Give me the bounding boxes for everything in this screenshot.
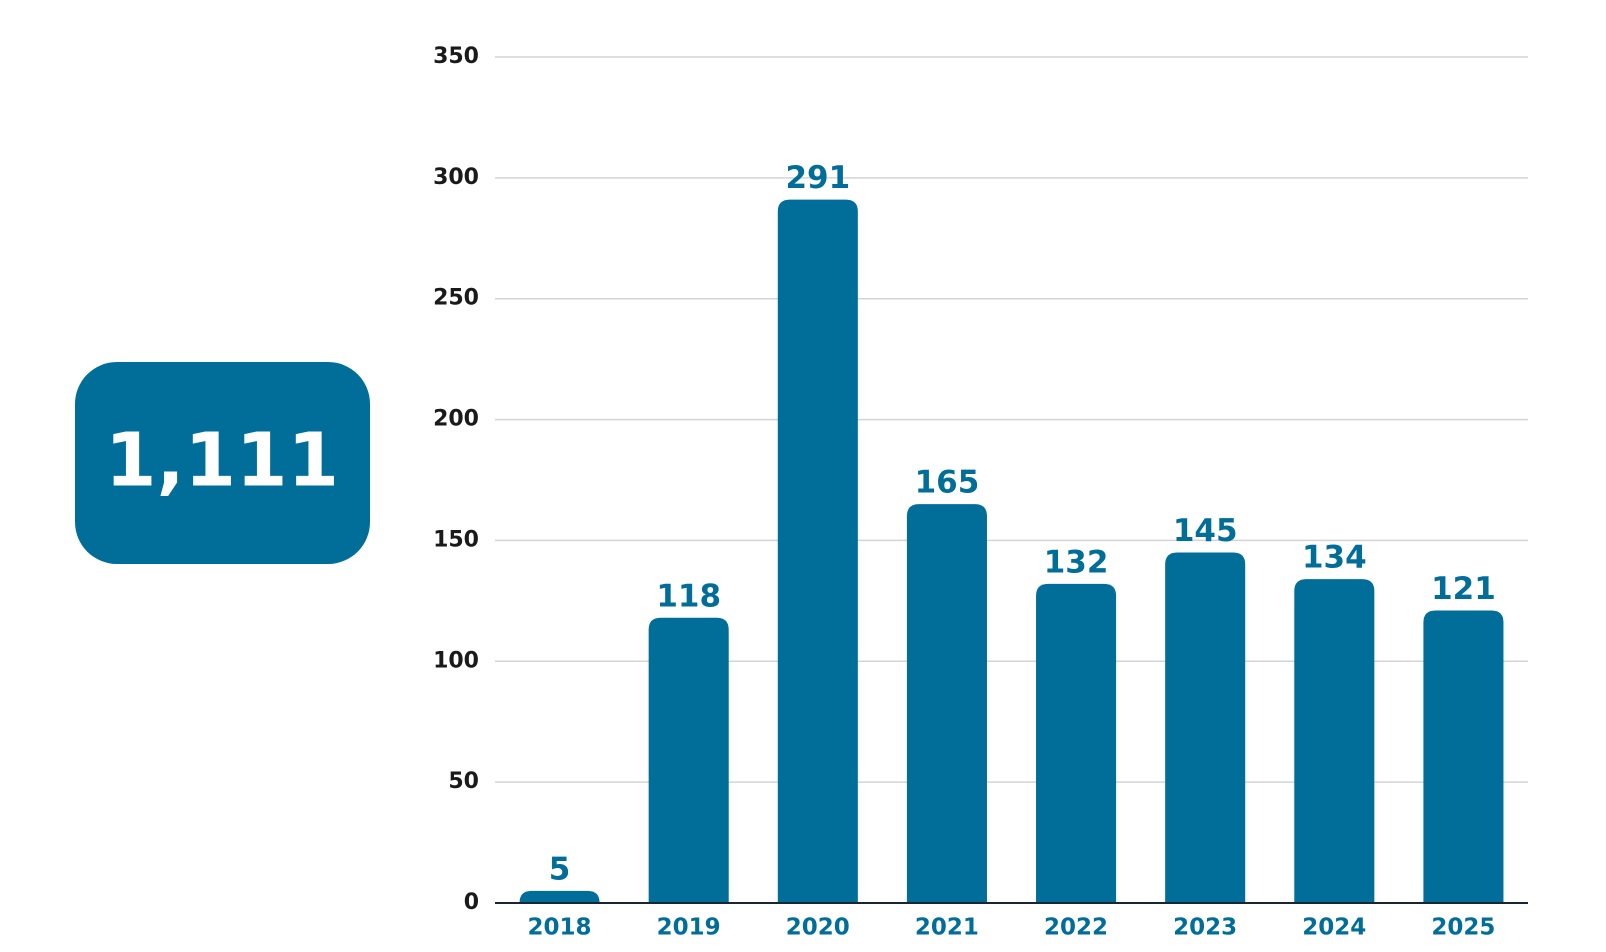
total-label: 1,111	[105, 418, 339, 504]
value-label: 118	[656, 578, 721, 614]
x-tick-label: 2024	[1302, 915, 1366, 941]
bar	[648, 617, 729, 903]
x-tick-label: 2020	[786, 915, 850, 941]
value-label: 145	[1173, 513, 1238, 549]
y-tick-label: 200	[433, 407, 479, 432]
y-tick-label: 50	[448, 769, 479, 794]
bar	[777, 199, 858, 903]
value-label: 165	[915, 465, 980, 501]
value-label: 132	[1044, 544, 1109, 580]
bar	[1423, 610, 1504, 903]
y-tick-label: 350	[433, 44, 479, 69]
value-label: 121	[1431, 571, 1496, 607]
x-tick-label: 2021	[915, 915, 979, 941]
x-tick-label: 2018	[528, 915, 592, 941]
x-tick-label: 2019	[657, 915, 721, 941]
y-tick-label: 250	[433, 286, 479, 311]
total-badge	[75, 362, 370, 564]
x-tick-label: 2025	[1431, 915, 1495, 941]
y-tick-label: 100	[433, 648, 479, 673]
bar	[1294, 579, 1375, 903]
bar	[519, 890, 600, 903]
x-tick-label: 2023	[1173, 915, 1237, 941]
bar	[906, 504, 987, 903]
y-tick-label: 0	[464, 890, 479, 915]
y-tick-label: 300	[433, 165, 479, 190]
x-tick-label: 2022	[1044, 915, 1108, 941]
value-label: 291	[785, 160, 850, 196]
y-tick-label: 150	[433, 527, 479, 552]
bar	[1165, 552, 1246, 903]
value-label: 5	[549, 851, 571, 887]
value-label: 134	[1302, 540, 1367, 576]
bar	[1036, 583, 1117, 903]
